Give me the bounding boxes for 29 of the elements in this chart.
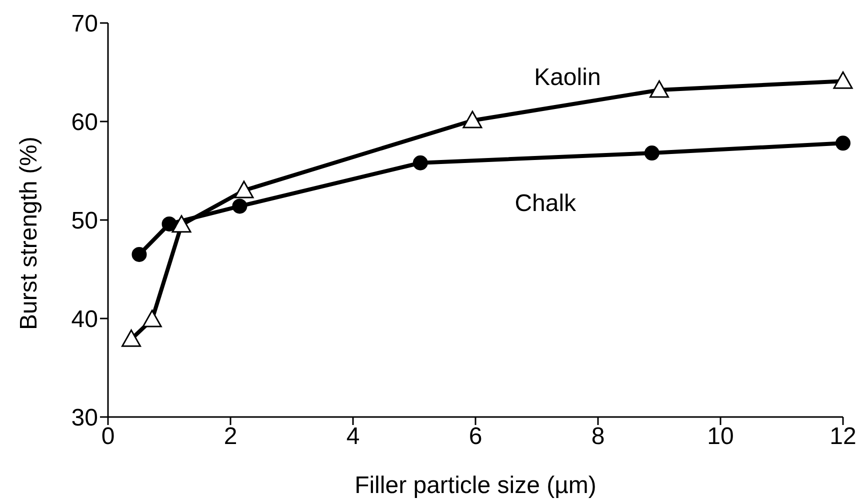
x-tick-label: 12 <box>830 423 856 450</box>
point <box>232 198 248 214</box>
point <box>412 155 428 170</box>
x-tick-label: 0 <box>101 423 115 450</box>
x-tick-label: 10 <box>707 423 734 450</box>
point <box>836 136 850 151</box>
point <box>122 329 142 347</box>
x-tick-label: 6 <box>468 423 482 450</box>
x-tick-label: 8 <box>591 423 605 450</box>
point <box>234 180 254 198</box>
y-tick-label: 70 <box>71 10 98 38</box>
point <box>172 215 192 233</box>
point <box>833 71 853 89</box>
x-tick-label: 2 <box>224 423 238 450</box>
series-label: Kaolin <box>534 64 601 91</box>
point <box>462 110 482 128</box>
x-axis-title: Filler particle size (µm) <box>354 472 596 499</box>
point <box>650 80 669 98</box>
y-axis-title: Burst strength (%) <box>16 136 43 330</box>
series-label: Chalk <box>514 190 578 218</box>
point <box>162 216 177 232</box>
y-tick-label: 30 <box>71 404 98 432</box>
point <box>132 246 147 262</box>
x-tick-label: 4 <box>346 423 360 450</box>
point <box>142 310 162 328</box>
y-tick-label: 50 <box>71 208 98 235</box>
y-tick-label: 60 <box>71 109 98 136</box>
y-tick-label: 40 <box>71 306 98 334</box>
point <box>644 146 660 161</box>
